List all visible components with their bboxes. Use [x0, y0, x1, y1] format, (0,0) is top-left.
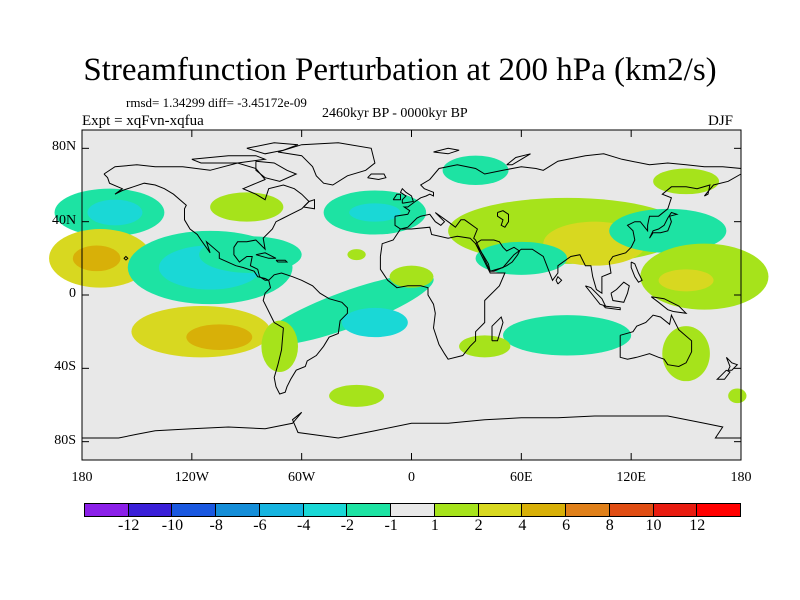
period-text: 2460kyr BP - 0000kyr BP: [322, 106, 468, 121]
colorbar-box: [258, 503, 304, 517]
colorbar-box: [608, 503, 654, 517]
map-content: [49, 130, 769, 460]
axis-ticks: [81, 130, 742, 460]
anomaly-region: [329, 384, 385, 407]
anomaly-region: [349, 203, 401, 222]
colorbar-box: [433, 503, 479, 517]
colorbar-box: [390, 503, 435, 517]
lat-tick-label: 0: [69, 286, 76, 301]
colorbar-tick-label: -6: [253, 517, 267, 534]
coastline: [103, 162, 310, 281]
coastline: [191, 155, 268, 164]
coastline: [255, 252, 277, 259]
colorbar-tick-label: 10: [645, 517, 662, 534]
colorbar-tick-label: -12: [118, 517, 140, 534]
coastlines: [82, 142, 742, 439]
experiment-label: Expt = xqFvn-xqfua: [82, 113, 204, 129]
colorbar-box: [346, 503, 392, 517]
anomaly-region: [210, 192, 284, 222]
lon-tick-label: 60E: [510, 470, 533, 485]
colorbar-tick-label: -10: [161, 517, 184, 534]
coastline: [379, 226, 506, 360]
lat-tick-label: 80N: [52, 139, 77, 155]
colorbar: [84, 503, 742, 517]
lat-tick-label: 40N: [52, 212, 77, 228]
coastline: [630, 261, 643, 283]
colorbar-box: [565, 503, 610, 517]
coastline: [715, 369, 731, 380]
anomaly-region: [658, 269, 714, 292]
coastline: [619, 313, 693, 368]
colorbar-tick-label: 2: [474, 517, 483, 534]
lon-tick-label: 0: [408, 470, 415, 485]
coastline: [399, 187, 414, 204]
coastline: [433, 147, 460, 155]
coastline: [497, 210, 509, 228]
coastline: [123, 255, 129, 261]
colorbar-box: [84, 503, 129, 517]
coastline: [649, 211, 679, 239]
chart-title: Streamfunction Perturbation at 200 hPa (…: [83, 52, 717, 88]
colorbar-tick-label: -8: [209, 517, 223, 534]
anomaly-region: [503, 315, 632, 356]
coastline: [392, 193, 401, 201]
coastline: [255, 160, 298, 182]
coastline: [277, 142, 376, 186]
colorbar-box: [696, 503, 742, 517]
anomaly-region: [475, 241, 568, 275]
colorbar-box: [127, 503, 173, 517]
colorbar-tick-label: -2: [340, 517, 355, 534]
colorbar-tick-label: 12: [689, 517, 706, 534]
coastline: [555, 275, 563, 285]
coastline: [394, 153, 742, 295]
colorbar-box: [521, 503, 567, 517]
anomaly-region: [261, 320, 299, 373]
colorbar-box: [652, 503, 698, 517]
season-label: DJF: [708, 113, 734, 129]
lon-tick-label: 120E: [616, 470, 646, 485]
coastline: [367, 173, 387, 181]
coastline: [475, 239, 521, 272]
coastline: [603, 305, 621, 311]
colorbar-tick-label: 1: [430, 517, 439, 534]
lat-tick-label: 40S: [54, 359, 76, 375]
coastline: [491, 316, 504, 342]
coastline: [262, 272, 348, 395]
coastline: [725, 356, 739, 371]
anomaly-region: [662, 326, 710, 382]
lon-tick-label: 180: [730, 470, 752, 485]
colorbar-box: [171, 503, 217, 517]
coastline: [82, 411, 741, 439]
lat-tick-label: 80S: [54, 432, 76, 448]
coastline: [303, 199, 315, 210]
stats-text: rmsd= 1.34299 diff= -3.45172e-09: [126, 95, 307, 110]
anomaly-region: [442, 155, 509, 185]
lon-tick-label: 180: [71, 470, 93, 485]
anomaly-region: [459, 335, 511, 358]
anomaly-region: [347, 249, 366, 261]
colorbar-tick-label: -1: [384, 517, 398, 534]
anomaly-region: [199, 236, 302, 273]
anomaly-region: [728, 388, 747, 404]
anomaly-region: [186, 324, 253, 350]
anomaly-region: [72, 245, 121, 272]
colorbar-tick-label: -4: [296, 517, 311, 534]
anomaly-region: [87, 199, 143, 226]
colorbar-tick-label: 6: [562, 517, 571, 534]
lon-tick-label: 120W: [174, 470, 209, 485]
anomaly-region: [341, 307, 408, 338]
coastline: [650, 296, 688, 315]
coastline: [275, 259, 289, 263]
colorbar-box: [302, 503, 348, 517]
colorbar-tick-label: 8: [605, 517, 614, 534]
lon-tick-label: 60W: [288, 470, 316, 485]
colorbar-tick-label: 4: [518, 517, 527, 534]
coastline: [610, 281, 630, 303]
coastline: [246, 142, 299, 155]
colorbar-box: [215, 503, 260, 517]
colorbar-box: [477, 503, 523, 517]
coastline: [506, 153, 531, 166]
anomaly-region: [389, 265, 434, 288]
